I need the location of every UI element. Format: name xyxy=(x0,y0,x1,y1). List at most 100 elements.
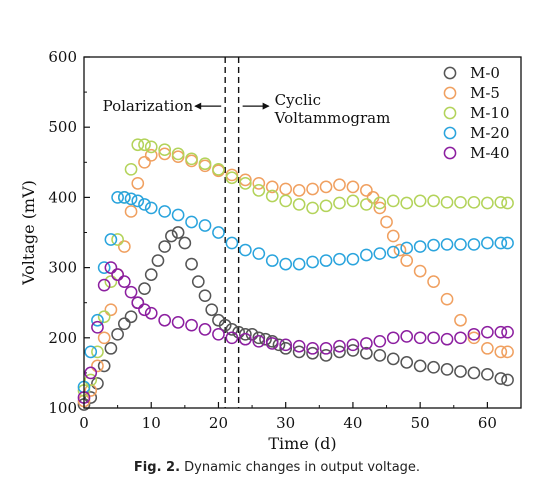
data-point xyxy=(212,226,225,239)
data-point xyxy=(360,346,373,360)
data-point xyxy=(427,194,440,208)
series-m-40 xyxy=(77,261,514,404)
data-point xyxy=(91,313,104,327)
data-point xyxy=(158,143,172,157)
data-point xyxy=(292,184,306,197)
data-point xyxy=(494,236,508,250)
data-point xyxy=(104,303,118,317)
phase-divider-lines xyxy=(224,57,240,408)
data-point xyxy=(131,177,145,190)
legend-marker xyxy=(443,126,457,140)
data-point xyxy=(97,359,111,373)
data-point xyxy=(158,240,172,253)
data-point xyxy=(124,162,138,176)
data-point xyxy=(185,257,198,271)
data-point xyxy=(124,192,138,206)
data-point xyxy=(272,338,286,352)
data-point xyxy=(292,198,306,211)
polarization-label: Polarization xyxy=(103,97,194,115)
data-point xyxy=(97,278,111,292)
data-point xyxy=(481,341,494,355)
data-point xyxy=(373,196,387,210)
data-point xyxy=(306,255,319,269)
data-point xyxy=(97,310,111,324)
data-point xyxy=(252,177,266,190)
data-point xyxy=(386,194,400,208)
data-point xyxy=(467,195,481,209)
data-point xyxy=(84,345,98,359)
data-point xyxy=(467,331,481,345)
data-point xyxy=(494,372,508,385)
data-point xyxy=(265,180,279,194)
data-point xyxy=(212,327,225,341)
data-point xyxy=(225,168,239,182)
series-m-5 xyxy=(77,147,514,408)
legend-label: M-20 xyxy=(470,124,510,142)
y-tick-label: 200 xyxy=(48,329,77,347)
data-point xyxy=(440,292,454,306)
data-point xyxy=(198,289,212,303)
data-point xyxy=(111,191,124,204)
cyclic-arrowhead xyxy=(262,102,270,110)
legend-label: M-5 xyxy=(470,84,500,102)
series-m-0 xyxy=(77,226,514,411)
x-tick-label: 10 xyxy=(142,414,161,432)
data-point xyxy=(124,285,138,299)
legend-marker xyxy=(443,86,457,100)
x-tick-label: 50 xyxy=(411,414,430,432)
legend-label: M-0 xyxy=(470,64,500,82)
data-point xyxy=(124,205,138,218)
data-point xyxy=(400,356,414,369)
data-point xyxy=(501,373,514,387)
data-point xyxy=(333,196,346,210)
data-point xyxy=(171,147,185,161)
data-point xyxy=(427,275,440,288)
legend-marker xyxy=(443,146,457,160)
data-point xyxy=(386,331,400,345)
y-tick-label: 400 xyxy=(48,188,77,206)
data-point xyxy=(131,296,145,310)
data-point xyxy=(84,391,98,404)
data-point xyxy=(84,366,98,380)
data-point xyxy=(373,201,387,215)
data-point xyxy=(386,352,400,366)
data-point xyxy=(467,327,481,341)
axis-ticks: 0 10 20 30 40 50 60 100 200 300 400 500 600 xyxy=(48,48,497,432)
data-point xyxy=(306,201,319,215)
data-point xyxy=(198,219,212,232)
series-m-20 xyxy=(77,191,514,394)
data-point xyxy=(501,236,514,250)
data-point xyxy=(481,367,494,381)
data-point xyxy=(138,138,151,152)
data-point xyxy=(117,275,131,288)
data-point xyxy=(440,332,454,346)
data-point xyxy=(346,194,360,208)
data-point xyxy=(346,252,360,266)
data-point xyxy=(373,349,387,362)
data-point xyxy=(144,140,158,154)
data-point xyxy=(131,138,145,152)
data-point xyxy=(185,152,198,166)
data-point xyxy=(279,182,293,196)
data-point xyxy=(386,245,400,259)
data-point xyxy=(205,303,219,317)
data-point xyxy=(91,377,104,390)
data-point xyxy=(454,195,467,209)
data-point xyxy=(494,325,508,339)
data-point xyxy=(144,201,158,215)
polarization-arrowhead xyxy=(194,102,202,110)
data-point xyxy=(440,363,454,376)
data-point xyxy=(333,178,346,192)
data-point xyxy=(131,194,145,208)
data-point xyxy=(386,229,400,243)
data-point xyxy=(360,337,373,350)
data-point xyxy=(171,226,185,239)
data-point xyxy=(218,318,232,332)
series-m-10 xyxy=(77,138,514,397)
data-point xyxy=(97,331,111,345)
data-point xyxy=(292,257,306,271)
data-point xyxy=(400,196,414,210)
legend-label: M-10 xyxy=(470,104,510,122)
data-point xyxy=(333,339,346,353)
